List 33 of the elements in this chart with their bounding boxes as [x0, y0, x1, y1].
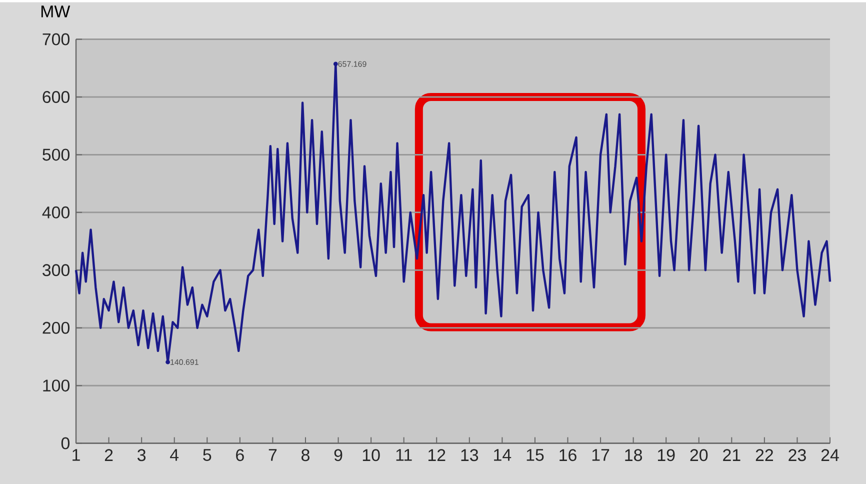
y-tick-label: 0	[61, 437, 70, 450]
x-tick-label: 18	[625, 448, 642, 461]
x-tick-label: 15	[526, 448, 544, 461]
x-tick-label: 8	[302, 448, 310, 461]
x-tick-label: 13	[461, 448, 478, 461]
x-tick-label: 2	[104, 448, 113, 461]
x-tick-label: 22	[756, 448, 773, 461]
x-tick-label: 19	[658, 448, 675, 461]
x-tick-label: 4	[170, 448, 179, 461]
y-axis-title: MW	[41, 5, 70, 18]
y-tick-label: 400	[42, 206, 70, 218]
y-tick-label: 600	[42, 90, 70, 103]
y-tick-label: 300	[42, 264, 70, 276]
x-tick-label: 12	[428, 448, 446, 461]
x-tick-label: 6	[236, 448, 244, 461]
x-tick-label: 24	[821, 448, 839, 461]
x-tick-label: 20	[690, 448, 708, 461]
x-tick-label: 3	[138, 448, 146, 461]
x-tick-label: 1	[72, 448, 80, 461]
x-tick-label: 7	[268, 448, 277, 461]
y-tick-label: 100	[43, 379, 70, 392]
x-tick-label: 11	[396, 448, 412, 461]
x-tick-label: 21	[723, 448, 740, 461]
x-tick-label: 14	[494, 448, 512, 461]
y-tick-label: 200	[42, 322, 70, 334]
x-tick-label: 23	[788, 448, 806, 461]
x-tick-label: 10	[362, 448, 380, 461]
x-tick-label: 5	[203, 448, 212, 461]
y-tick-label: 500	[42, 148, 70, 161]
x-tick-label: 16	[560, 448, 576, 461]
x-tick-label: 17	[592, 448, 610, 461]
y-tick-label: 700	[42, 33, 70, 46]
x-tick-label: 9	[334, 448, 342, 461]
